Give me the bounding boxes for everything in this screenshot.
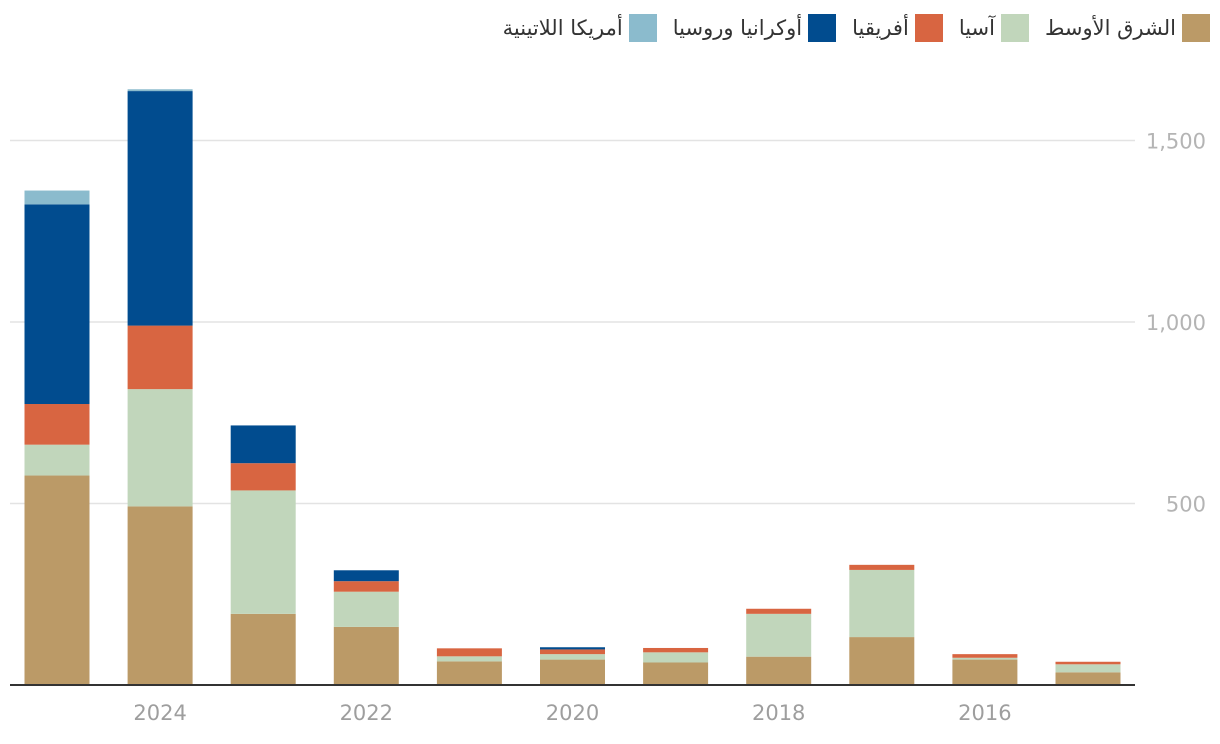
bar-segment-2023-series-2: [230, 463, 296, 491]
bar-segment-2020-series-2: [540, 649, 605, 655]
legend-label: آسيا: [958, 16, 995, 40]
bar-segment-2020-series-3: [540, 647, 605, 650]
bar-segment-2018-series-0: [746, 656, 812, 685]
bar-segment-2025-series-3: [24, 204, 90, 405]
legend-item: أوكرانيا وروسيا: [672, 14, 837, 42]
legend-swatch: [1182, 14, 1210, 42]
bar-segment-2017-series-0: [849, 637, 915, 685]
bar-segment-2019-series-0: [643, 662, 709, 685]
legend-label: أوكرانيا وروسيا: [672, 16, 803, 40]
bar-segment-2024-series-0: [127, 506, 193, 685]
bar-segment-2022-series-0: [333, 626, 399, 685]
bar-segment-2023-series-3: [230, 425, 296, 464]
legend-swatch: [914, 14, 943, 42]
gridlines: [10, 139, 1135, 505]
bar-segment-2022-series-2: [333, 581, 399, 592]
legend-item: أفريقيا: [852, 14, 943, 42]
x-tick-label: 2024: [133, 701, 186, 725]
bar-segment-2016-series-2: [952, 654, 1018, 658]
bar-segment-2019-series-2: [643, 647, 709, 653]
bar-segment-2018-series-1: [746, 613, 812, 657]
bar-segment-2024-series-2: [127, 325, 193, 390]
bar-segment-2023-series-0: [230, 613, 296, 685]
bar-segment-2023-series-1: [230, 490, 296, 614]
x-tick-label: 2022: [340, 701, 393, 725]
bar-segment-2021-series-2: [436, 648, 502, 657]
bar-segment-2016-series-0: [952, 659, 1018, 685]
y-tick-label: 1,500: [1146, 129, 1206, 153]
legend-item: آسيا: [959, 14, 1029, 42]
bar-segment-2018-series-2: [746, 608, 812, 614]
bar-segment-2015-series-1: [1055, 664, 1121, 673]
bar-segment-2021-series-0: [436, 661, 502, 685]
legend-label: الشرق الأوسط: [1044, 16, 1176, 40]
bar-segment-2021-series-1: [436, 656, 502, 662]
legend-label: أمريكا اللاتينية: [502, 16, 623, 40]
legend-item: أمريكا اللاتينية: [503, 14, 657, 42]
bar-segment-2022-series-3: [333, 570, 399, 582]
bar-segment-2015-series-0: [1055, 672, 1121, 685]
bar-segment-2024-series-3: [127, 91, 193, 326]
bar-segment-2025-series-0: [24, 475, 90, 685]
bar-segment-2025-series-4: [24, 190, 90, 205]
bar-segment-2025-series-1: [24, 444, 90, 476]
x-tick-label: 2016: [958, 701, 1011, 725]
bar-segment-2024-series-4: [127, 89, 193, 92]
legend-label: أفريقيا: [852, 16, 909, 40]
bar-segment-2019-series-1: [643, 652, 709, 663]
bar-segment-2020-series-1: [540, 654, 605, 660]
bar-segment-2024-series-1: [127, 389, 193, 507]
bar-segment-2025-series-2: [24, 404, 90, 445]
bar-segment-2022-series-1: [333, 591, 399, 627]
x-tick-label: 2018: [752, 701, 805, 725]
y-tick-label: 500: [1166, 492, 1206, 516]
bar-segment-2020-series-0: [540, 659, 605, 685]
bar-segment-2015-series-2: [1055, 661, 1121, 665]
legend: الشرق الأوسط آسيا أفريقيا أوكرانيا وروسيا أم…: [503, 12, 1210, 44]
bars: [24, 89, 1121, 685]
y-tick-labels: 500 1,000 1,500: [1146, 129, 1206, 516]
bar-segment-2017-series-1: [849, 569, 915, 638]
legend-swatch: [628, 14, 657, 42]
x-tick-label: 2020: [546, 701, 599, 725]
legend-item: الشرق الأوسط: [1045, 14, 1210, 42]
legend-swatch: [1000, 14, 1029, 42]
y-tick-label: 1,000: [1146, 311, 1206, 335]
x-tick-labels: 2024 2022 2020 2018 2016: [133, 701, 1011, 725]
bar-segment-2017-series-2: [849, 564, 915, 570]
legend-swatch: [808, 14, 837, 42]
bar-segment-2016-series-1: [952, 657, 1018, 660]
